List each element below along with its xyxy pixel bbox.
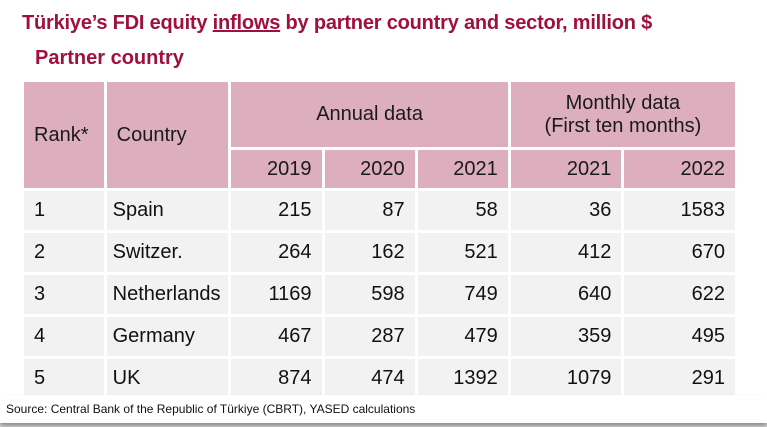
value-cell: 622: [624, 275, 735, 314]
header-rank: Rank*: [24, 82, 104, 188]
fdi-table: Rank* Country Annual data Monthly data (…: [21, 79, 738, 401]
rank-cell: 2: [24, 233, 104, 272]
value-cell: 1079: [510, 359, 622, 398]
value-cell: 412: [510, 233, 622, 272]
value-cell: 162: [324, 233, 415, 272]
header-year-annual-2021: 2021: [417, 150, 508, 188]
country-cell: Switzer.: [106, 233, 229, 272]
value-cell: 467: [231, 317, 322, 356]
value-cell: 215: [231, 191, 322, 230]
page-title: Türkiye’s FDI equity inflows by partner …: [22, 12, 652, 35]
value-cell: 479: [417, 317, 508, 356]
title-underlined-word: inflows: [212, 12, 281, 34]
header-year-monthly-2021: 2021: [510, 150, 622, 188]
title-suffix: by partner country and sector, million $: [280, 12, 653, 34]
rank-cell: 4: [24, 317, 104, 356]
value-cell: 291: [624, 359, 735, 398]
value-cell: 749: [417, 275, 508, 314]
value-cell: 1583: [624, 191, 735, 230]
value-cell: 874: [231, 359, 322, 398]
value-cell: 36: [510, 191, 622, 230]
value-cell: 287: [324, 317, 415, 356]
value-cell: 87: [324, 191, 415, 230]
header-year-annual-2019: 2019: [231, 150, 322, 188]
header-year-annual-2020: 2020: [324, 150, 415, 188]
table-row: 2 Switzer. 264 162 521 412 670: [24, 233, 735, 272]
title-prefix: Türkiye’s FDI equity: [22, 12, 213, 34]
value-cell: 521: [417, 233, 508, 272]
country-cell: Netherlands: [106, 275, 229, 314]
table-row: 1 Spain 215 87 58 36 1583: [24, 191, 735, 230]
country-cell: Spain: [106, 191, 229, 230]
value-cell: 58: [417, 191, 508, 230]
value-cell: 598: [324, 275, 415, 314]
table-row: 5 UK 874 474 1392 1079 291: [24, 359, 735, 398]
rank-cell: 3: [24, 275, 104, 314]
page-subtitle: Partner country: [35, 47, 184, 69]
monthly-line1: Monthly data: [565, 91, 681, 114]
footer-shadow: [0, 423, 767, 427]
header-country: Country: [106, 82, 229, 188]
table-row: 3 Netherlands 1169 598 749 640 622: [24, 275, 735, 314]
country-cell: Germany: [106, 317, 229, 356]
rank-cell: 5: [24, 359, 104, 398]
monthly-line2: (First ten months): [544, 114, 702, 137]
country-cell: UK: [106, 359, 229, 398]
header-monthly-data: Monthly data (First ten months): [510, 82, 735, 147]
value-cell: 1169: [231, 275, 322, 314]
value-cell: 264: [231, 233, 322, 272]
value-cell: 670: [624, 233, 735, 272]
source-note: Source: Central Bank of the Republic of …: [0, 395, 767, 423]
rank-cell: 1: [24, 191, 104, 230]
value-cell: 359: [510, 317, 622, 356]
value-cell: 474: [324, 359, 415, 398]
header-year-monthly-2022: 2022: [624, 150, 735, 188]
value-cell: 640: [510, 275, 622, 314]
table-row: 4 Germany 467 287 479 359 495: [24, 317, 735, 356]
value-cell: 495: [624, 317, 735, 356]
header-annual-data: Annual data: [231, 82, 508, 147]
value-cell: 1392: [417, 359, 508, 398]
